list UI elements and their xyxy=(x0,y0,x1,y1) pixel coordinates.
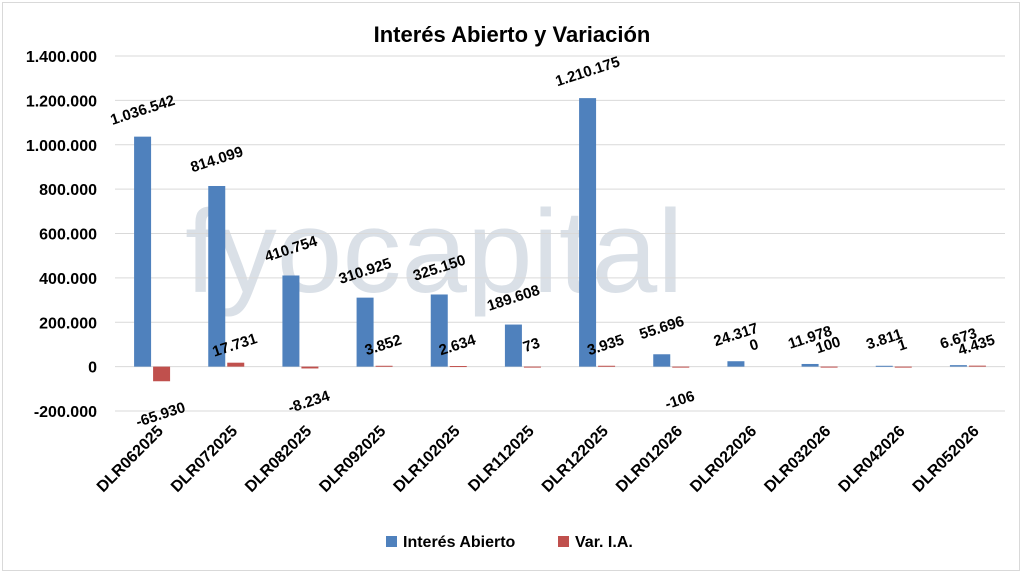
bar-interes-abierto xyxy=(949,365,967,367)
bar-var-ia xyxy=(598,365,616,367)
bar-var-ia xyxy=(375,365,393,367)
data-label-interes-abierto: 814.099 xyxy=(188,143,245,176)
data-label-var-ia: 0 xyxy=(747,336,760,355)
bar-interes-abierto xyxy=(727,361,745,367)
bar-var-ia xyxy=(301,366,319,369)
y-tick-label: 0 xyxy=(88,360,97,377)
gridlines xyxy=(115,55,1005,412)
bar-var-ia xyxy=(672,366,690,368)
chart-title: Interés Abierto y Variación xyxy=(374,22,651,47)
data-label-var-ia: 100 xyxy=(814,333,843,357)
bar-var-ia xyxy=(153,366,171,382)
legend: Interés Abierto Var. I.A. xyxy=(386,534,633,551)
bar-interes-abierto xyxy=(504,324,522,367)
x-tick-label: DLR082025 xyxy=(242,423,315,496)
bar-var-ia xyxy=(968,365,986,367)
x-tick-label: DLR102025 xyxy=(391,423,464,496)
y-tick-label: 400.000 xyxy=(39,271,97,288)
x-tick-label: DLR112025 xyxy=(465,423,537,495)
bar-interes-abierto xyxy=(579,98,597,367)
y-tick-label: -200.000 xyxy=(34,404,97,421)
x-tick-label: DLR122025 xyxy=(539,423,612,496)
data-label-var-ia: 73 xyxy=(521,335,542,356)
bar-interes-abierto xyxy=(282,275,300,367)
bar-interes-abierto xyxy=(134,136,152,367)
legend-label-interes-abierto: Interés Abierto xyxy=(403,534,516,551)
y-axis-ticks: 1.400.000 1.200.000 1.000.000 800.000 600.00… xyxy=(26,49,97,421)
bar-interes-abierto xyxy=(653,354,671,367)
bar-var-ia xyxy=(894,366,912,368)
x-tick-label: DLR092025 xyxy=(316,423,389,496)
bar-interes-abierto xyxy=(356,297,374,367)
y-tick-label: 200.000 xyxy=(39,315,97,332)
bar-interes-abierto xyxy=(801,363,819,367)
data-label-var-ia: -8.234 xyxy=(286,387,332,417)
x-axis-ticks: DLR062025 DLR072025 DLR082025 DLR092025 DLR1… xyxy=(94,423,983,496)
data-label-var-ia: -65.930 xyxy=(134,399,188,431)
bar-interes-abierto xyxy=(208,185,226,367)
bar-var-ia xyxy=(227,362,245,367)
x-tick-label: DLR012026 xyxy=(613,423,686,496)
bar-interes-abierto xyxy=(430,294,448,367)
y-tick-label: 600.000 xyxy=(39,227,97,244)
bar-interes-abierto xyxy=(875,365,893,367)
bar-var-ia xyxy=(523,366,541,368)
bar-var-ia xyxy=(820,366,838,368)
data-label-var-ia: -106 xyxy=(663,388,697,413)
data-label-var-ia: 1 xyxy=(896,336,909,355)
x-tick-label: DLR042026 xyxy=(836,423,909,496)
x-tick-label: DLR052026 xyxy=(910,423,983,496)
legend-swatch-interes-abierto xyxy=(386,536,397,547)
legend-swatch-var-ia xyxy=(558,536,569,547)
y-tick-label: 1.000.000 xyxy=(26,138,97,155)
x-tick-label: DLR072025 xyxy=(168,423,241,496)
y-tick-label: 1.200.000 xyxy=(26,93,97,110)
y-tick-label: 1.400.000 xyxy=(26,49,97,66)
bar-var-ia xyxy=(449,366,467,368)
x-tick-label: DLR022026 xyxy=(687,423,760,496)
legend-label-var-ia: Var. I.A. xyxy=(575,534,633,551)
data-label-interes-abierto: 1.210.175 xyxy=(553,53,622,90)
bars xyxy=(134,98,986,382)
x-tick-label: DLR062025 xyxy=(94,423,167,496)
x-tick-label: DLR032026 xyxy=(761,423,834,496)
data-label-interes-abierto: 1.036.542 xyxy=(108,92,177,129)
y-tick-label: 800.000 xyxy=(39,182,97,199)
